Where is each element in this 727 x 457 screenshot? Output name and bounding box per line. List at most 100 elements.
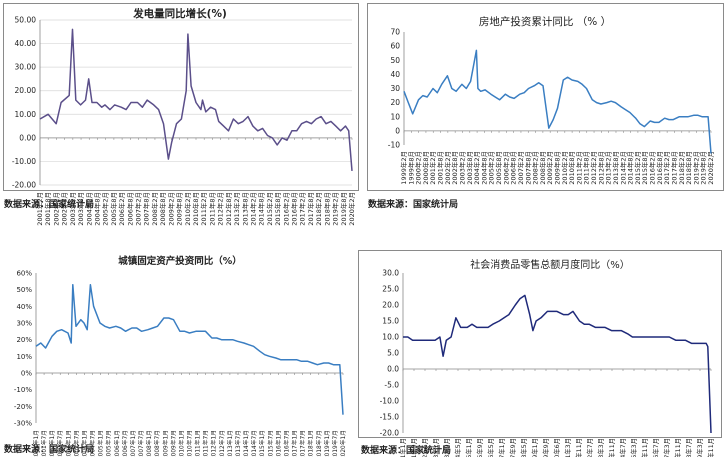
y-tick-label: -10.00 <box>12 157 36 166</box>
x-tick-label: 2015年2月 <box>633 151 642 185</box>
x-tick-label: 2013年8月 <box>611 151 620 185</box>
x-tick-label: 2011年8月 <box>207 192 216 226</box>
y-tick-label: -30% <box>14 420 32 428</box>
x-tick-label: 2005年1月 <box>464 438 473 457</box>
x-tick-label: 2005年2月 <box>101 192 110 226</box>
chart-frame-retail <box>358 250 722 438</box>
chart-frame-power <box>3 3 359 191</box>
chart-title: 房地产投资累计同比 （% ） <box>479 15 611 28</box>
x-tick-label: 2004年8月 <box>479 151 488 185</box>
x-tick-label: 1999年2月 <box>399 151 408 185</box>
x-tick-label: 2014年8月 <box>257 192 266 226</box>
x-tick-label: 2011年11月 <box>574 438 583 457</box>
y-tick-label: 60 <box>390 42 400 51</box>
x-tick-label: 2016年8月 <box>290 192 299 226</box>
x-tick-label: 2018年8月 <box>684 151 693 185</box>
x-tick-label: 2014年2月 <box>618 151 627 185</box>
x-tick-label: 2004年1月 <box>80 430 88 457</box>
x-tick-label: 2018年7月 <box>315 430 323 457</box>
x-tick-label: 2004年7月 <box>89 430 97 457</box>
x-tick-label: 2006年1月 <box>113 430 121 457</box>
source-note-realestate: 数据来源：国家统计局 <box>368 200 459 210</box>
x-tick-label: 2017年1月 <box>291 430 299 457</box>
y-tick-label: 15.0 <box>382 317 399 326</box>
x-tick-label: 2003年9月 <box>442 438 451 457</box>
x-tick-label: 2005年1月 <box>97 430 105 457</box>
x-tick-label: 2017年3月 <box>662 438 671 457</box>
x-tick-label: 2006年8月 <box>125 192 134 226</box>
x-tick-label: 2009年8月 <box>553 151 562 185</box>
x-tick-label: 2015年8月 <box>273 192 282 226</box>
y-tick-label: 0% <box>21 370 32 378</box>
chart-title: 城镇固定资产投资同比（%） <box>118 255 242 267</box>
x-tick-label: 2010年2月 <box>560 151 569 185</box>
x-tick-label: 2009年2月 <box>545 151 554 185</box>
x-tick-label: 2013年1月 <box>226 430 234 457</box>
chart-svg-fixed-asset: 城镇固定资产投资同比（%） -30% -20% -10% 0% 10% 20% 30% 40% 5… <box>14 255 347 457</box>
x-tick-label: 2019年2月 <box>691 151 700 185</box>
series-line <box>39 28 353 171</box>
x-tick-label: 2013年3月 <box>596 438 605 457</box>
x-tick-label: 2008年7月 <box>153 430 161 457</box>
x-tick-label: 2003年1月 <box>64 430 72 457</box>
chart-svg-power: 发电量同比增长(%) -20.00 -10.00 0.00 10.00 20.00 30.0… <box>12 7 356 226</box>
x-tick-label: 2019年8月 <box>699 151 708 185</box>
x-tick-label: 2019年2月 <box>331 192 340 226</box>
y-tick-label: 70 <box>390 28 400 37</box>
x-tick-label: 2005年9月 <box>475 438 484 457</box>
x-tick-label: 2015年3月 <box>629 438 638 457</box>
y-tick-label: 0 <box>395 126 400 135</box>
x-tick-label: 2016年8月 <box>655 151 664 185</box>
x-tick-label: 2003年8月 <box>76 192 85 226</box>
x-tick-label: 2019年11月 <box>706 438 715 457</box>
x-tick-label: 2013年8月 <box>240 192 249 226</box>
x-tick-label: 2012年2月 <box>216 192 225 226</box>
x-tick-label: 2001年9月 <box>409 438 418 457</box>
x-tick-label: 2003年7月 <box>72 430 80 457</box>
x-tick-label: 2007年7月 <box>137 430 145 457</box>
y-tick-label: 40 <box>390 70 400 79</box>
x-tick-label: 2008年8月 <box>538 151 547 185</box>
x-tick-label: 2009年8月 <box>175 192 184 226</box>
x-tick-label: 2013年2月 <box>232 192 241 226</box>
x-tick-label: 2008年1月 <box>145 430 153 457</box>
x-tick-label: 2007年2月 <box>516 151 525 185</box>
y-tick-label: -10.0 <box>380 397 400 406</box>
x-tick-label: 2010年1月 <box>177 430 185 457</box>
x-tick-label: 2018年8月 <box>322 192 331 226</box>
x-tick-label: 2007年8月 <box>523 151 532 185</box>
x-tick-label: 2015年11月 <box>640 438 649 457</box>
y-tick-label: 40% <box>16 303 32 311</box>
y-tick-label: 50% <box>16 286 32 294</box>
x-tick-label: 2007年8月 <box>142 192 151 226</box>
x-tick-label: 2001年7月 <box>40 430 48 457</box>
series-line <box>403 294 712 434</box>
x-tick-label: 2016年7月 <box>282 430 290 457</box>
x-tick-label: 2009年1月 <box>161 430 169 457</box>
chart-panel-realestate: 房地产投资累计同比 （% ） -10 0 10 20 30 40 50 60 70 1999年2月 1… <box>365 0 727 215</box>
source-note-retail: 数据来源：国家统计局 <box>361 446 452 456</box>
x-tick-label: 2013年7月 <box>234 430 242 457</box>
chart-svg-retail: 社会消费品零售总额月度同比（%） -20.0 -15.0 -10.0 -5.0 0.0 5.… <box>380 258 715 457</box>
chart-panel-retail: 社会消费品零售总额月度同比（%） -20.0 -15.0 -10.0 -5.0 0.0 5.… <box>358 245 727 457</box>
x-tick-label: 2015年8月 <box>640 151 649 185</box>
y-tick-label: 10% <box>16 353 32 361</box>
y-tick-label: 20 <box>390 98 400 107</box>
x-tick-label: 2004年2月 <box>84 192 93 226</box>
x-tick-label: 2006年2月 <box>501 151 510 185</box>
chart-title: 发电量同比增长(%) <box>132 7 227 20</box>
x-tick-label: 2019年8月 <box>339 192 348 226</box>
y-tick-label: 20.0 <box>382 301 399 310</box>
chart-svg-realestate: 房地产投资累计同比 （% ） -10 0 10 20 30 40 50 60 70 1999年2月 1… <box>388 15 715 185</box>
y-tick-label: -20% <box>14 403 32 411</box>
x-tick-label: 2014年7月 <box>250 430 258 457</box>
x-tick-label: 2011年3月 <box>563 438 572 457</box>
x-tick-label: 2002年5月 <box>420 438 429 457</box>
x-tick-label: 2006年5月 <box>486 438 495 457</box>
x-tick-label: 2012年8月 <box>224 192 233 226</box>
x-tick-label: 2005年7月 <box>105 430 113 457</box>
x-tick-label: 2007年2月 <box>134 192 143 226</box>
x-tick-label: 2020年2月 <box>706 151 715 185</box>
x-tick-label: 2001年8月 <box>436 151 445 185</box>
x-tick-label: 2003年8月 <box>465 151 474 185</box>
